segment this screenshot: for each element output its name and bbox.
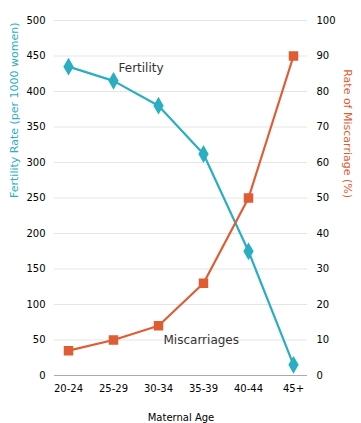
- svg-text:100: 100: [26, 299, 45, 310]
- svg-text:20-24: 20-24: [54, 383, 83, 394]
- svg-text:400: 400: [26, 86, 45, 97]
- svg-text:35-39: 35-39: [189, 383, 218, 394]
- svg-text:100: 100: [317, 15, 336, 26]
- svg-text:80: 80: [317, 86, 330, 97]
- svg-text:0: 0: [39, 370, 45, 381]
- svg-text:50: 50: [317, 192, 330, 203]
- svg-text:Rate of Miscarriage (%): Rate of Miscarriage (%): [341, 69, 354, 198]
- svg-text:10: 10: [317, 334, 330, 345]
- svg-text:150: 150: [26, 263, 45, 274]
- svg-text:300: 300: [26, 157, 45, 168]
- svg-text:20: 20: [317, 299, 330, 310]
- svg-text:60: 60: [317, 157, 330, 168]
- svg-text:Fertility Rate (per 1000 women: Fertility Rate (per 1000 women): [8, 22, 21, 198]
- svg-text:45+: 45+: [283, 383, 304, 394]
- svg-text:50: 50: [33, 334, 46, 345]
- svg-text:40: 40: [317, 228, 330, 239]
- svg-text:Fertility: Fertility: [119, 61, 164, 75]
- svg-text:450: 450: [26, 50, 45, 61]
- svg-text:30: 30: [317, 263, 330, 274]
- svg-text:90: 90: [317, 50, 330, 61]
- svg-text:200: 200: [26, 228, 45, 239]
- svg-text:40-44: 40-44: [234, 383, 263, 394]
- svg-text:30-34: 30-34: [144, 383, 173, 394]
- svg-text:Maternal Age: Maternal Age: [148, 412, 215, 423]
- svg-text:70: 70: [317, 121, 330, 132]
- svg-text:0: 0: [317, 370, 323, 381]
- svg-text:350: 350: [26, 121, 45, 132]
- svg-text:250: 250: [26, 192, 45, 203]
- svg-text:500: 500: [26, 15, 45, 26]
- svg-text:25-29: 25-29: [99, 383, 128, 394]
- svg-text:Miscarriages: Miscarriages: [164, 333, 240, 347]
